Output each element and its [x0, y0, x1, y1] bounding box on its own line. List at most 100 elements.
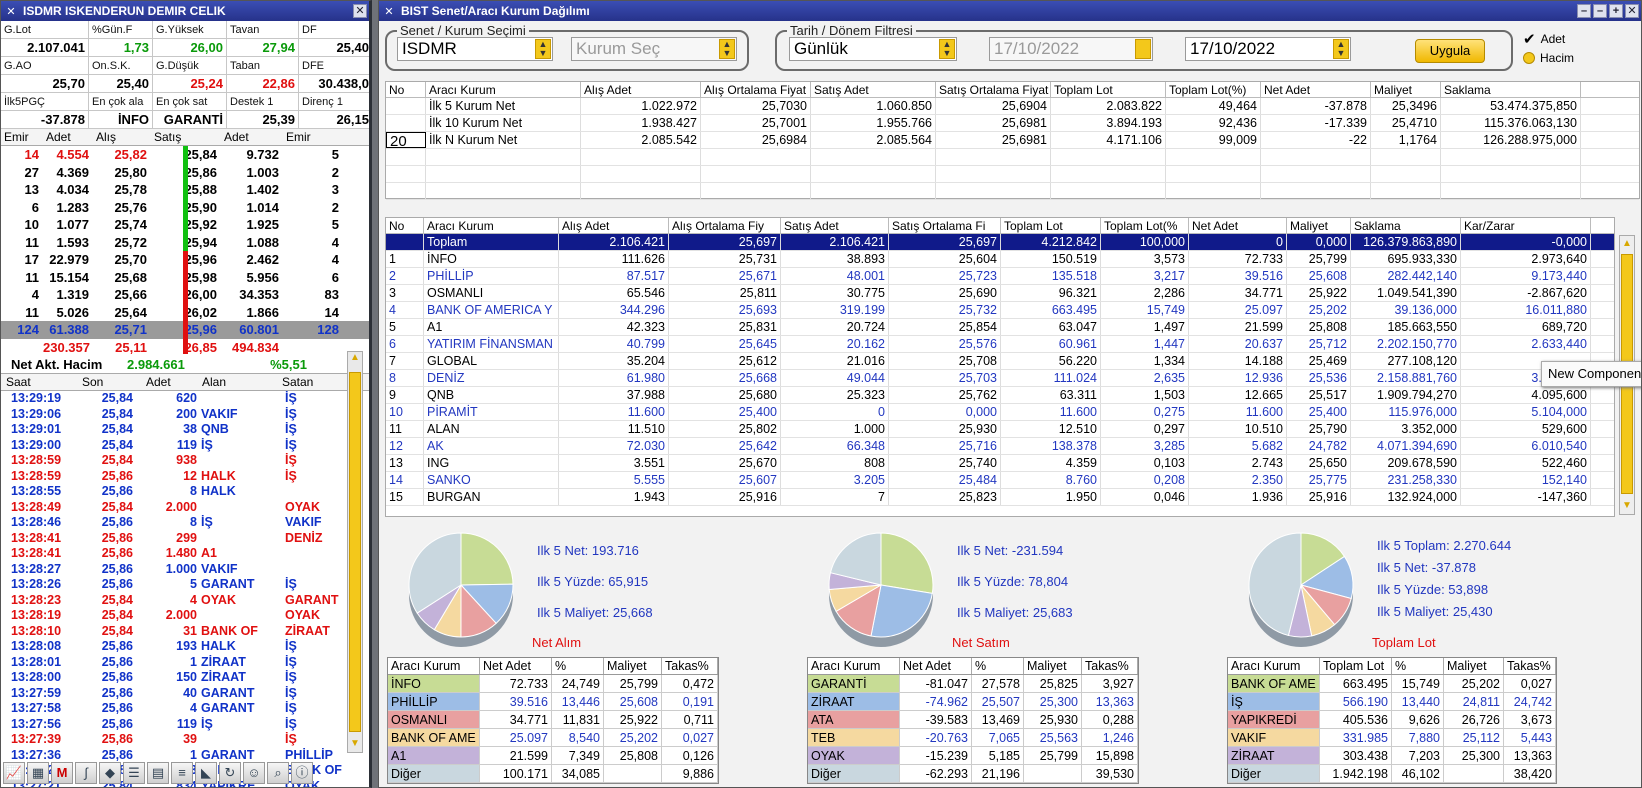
dropdown-icon[interactable]: ▲ ▼: [719, 39, 735, 59]
trade-row[interactable]: 13:28:55 25,86 8 HALK: [1, 484, 369, 500]
scroll-thumb[interactable]: [349, 372, 361, 732]
date-from-field[interactable]: 17/10/2022: [989, 37, 1153, 61]
summary-row[interactable]: A1 21.599 7,349 25,808 0,126: [388, 747, 718, 765]
trade-row[interactable]: 13:28:41 25,86 299 DENİZ: [1, 531, 369, 547]
trade-row[interactable]: 13:29:19 25,84 620 İŞ: [1, 391, 369, 407]
summary-row[interactable]: GARANTİ -81.047 27,578 25,825 3,927: [808, 675, 1138, 693]
trade-row[interactable]: 13:29:00 25,84 119 İŞ İŞ: [1, 438, 369, 454]
list-icon[interactable]: ≡: [171, 762, 193, 784]
order-book-row[interactable]: 17 22.979 25,70 25,96 2.462 4: [1, 251, 369, 269]
scroll-down-icon[interactable]: ▼: [1622, 500, 1632, 511]
trade-row[interactable]: 13:28:27 25,86 1.000 VAKIF: [1, 562, 369, 578]
restore-button[interactable]: –: [1593, 4, 1607, 18]
trade-row[interactable]: 13:28:59 25,84 938 İŞ: [1, 453, 369, 469]
info-icon[interactable]: ⓘ: [291, 762, 313, 784]
summary-row[interactable]: İNFO 72.733 24,749 25,799 0,472: [388, 675, 718, 693]
summary-row[interactable]: BANK OF AME 663.495 15,749 25,202 0,027: [1228, 675, 1556, 693]
broker-row[interactable]: 5 A1 42.323 25,831 20.724 25,854 63.047 1,497 21…: [386, 319, 1614, 336]
trade-row[interactable]: 13:29:01 25,84 38 QNB İŞ: [1, 422, 369, 438]
broker-combo[interactable]: Kurum Seç ▲ ▼: [571, 37, 737, 61]
trade-row[interactable]: 13:28:10 25,84 31 BANK OF ZİRAAT: [1, 624, 369, 640]
summary-row[interactable]: VAKIF 331.985 7,880 25,112 5,443: [1228, 729, 1556, 747]
users-icon[interactable]: ☺: [243, 762, 265, 784]
order-book-row[interactable]: 10 1.077 25,74 25,92 1.925 5: [1, 216, 369, 234]
trade-row[interactable]: 13:27:39 25,86 39 İŞ: [1, 732, 369, 748]
broker-total-row[interactable]: Toplam 2.106.421 25,697 2.106.421 25,697 4.21…: [386, 234, 1614, 251]
calendar-icon[interactable]: [1135, 39, 1151, 59]
date-to-field[interactable]: 17/10/2022 ▲ ▼: [1185, 37, 1351, 61]
summary-row[interactable]: İŞ 566.190 13,440 24,811 24,742: [1228, 693, 1556, 711]
trade-row[interactable]: 13:28:19 25,84 2.000 OYAK: [1, 608, 369, 624]
dropdown-icon[interactable]: ▲ ▼: [939, 39, 955, 59]
option-adet[interactable]: ✔ Adet: [1523, 30, 1565, 48]
broker-row[interactable]: 9 QNB 37.988 25,680 25.323 25,762 63.311 1,503 1…: [386, 387, 1614, 404]
order-book-row[interactable]: 27 4.369 25,80 25,86 1.003 2: [1, 164, 369, 182]
summary-row[interactable]: Diğer 1.942.198 46,102 38,420: [1228, 765, 1556, 783]
summary-row[interactable]: BANK OF AME 25.097 8,540 25,202 0,027: [388, 729, 718, 747]
summary-row[interactable]: Diğer 100.171 34,085 9,886: [388, 765, 718, 783]
period-combo[interactable]: Günlük ▲ ▼: [789, 37, 957, 61]
diamond-icon[interactable]: ◆: [99, 762, 121, 784]
trade-row[interactable]: 13:28:59 25,86 12 HALK İŞ: [1, 469, 369, 485]
order-book-row[interactable]: 11 5.026 25,64 26,02 1.866 14: [1, 304, 369, 322]
trades-scrollbar[interactable]: ▲ ▼: [347, 351, 363, 753]
calculator-icon[interactable]: ▤: [147, 762, 169, 784]
broker-row[interactable]: 7 GLOBAL 35.204 25,612 21.016 25,708 56.220 1,3…: [386, 353, 1614, 370]
formula-icon[interactable]: ∫: [75, 762, 97, 784]
order-book-row[interactable]: 11 1.593 25,72 25,94 1.088 4: [1, 234, 369, 252]
broker-row[interactable]: 10 PİRAMİT 11.600 25,400 0 0,000 11.600 0,275 11…: [386, 404, 1614, 421]
trade-row[interactable]: 13:28:46 25,86 8 İŞ VAKIF: [1, 515, 369, 531]
broker-row[interactable]: 4 BANK OF AMERICA Y 344.296 25,693 319.199 25…: [386, 302, 1614, 319]
matriks-icon[interactable]: M: [51, 762, 73, 784]
refresh-icon[interactable]: ↻: [219, 762, 241, 784]
summary-row[interactable]: ATA -39.583 13,469 25,930 0,288: [808, 711, 1138, 729]
close-button[interactable]: ✕: [353, 4, 367, 18]
broker-row[interactable]: 11 ALAN 11.510 25,802 1.000 25,930 12.510 0,297…: [386, 421, 1614, 438]
chart-icon[interactable]: 📈: [3, 762, 25, 784]
apply-button[interactable]: Uygula: [1415, 39, 1485, 63]
summary-row[interactable]: Diğer -62.293 21,196 39,530: [808, 765, 1138, 783]
trade-row[interactable]: 13:27:36 25,86 1 GARANT PHİLLİP: [1, 748, 369, 764]
dropdown-icon[interactable]: ▲ ▼: [535, 39, 551, 59]
trade-row[interactable]: 13:27:58 25,86 4 GARANT İŞ: [1, 701, 369, 717]
close-icon[interactable]: ✕: [384, 5, 394, 18]
order-book-row[interactable]: 4 1.319 25,66 26,00 34.353 83: [1, 286, 369, 304]
summary-row[interactable]: ZİRAAT -74.962 25,507 25,300 13,363: [808, 693, 1138, 711]
scroll-down-icon[interactable]: ▼: [350, 738, 360, 749]
analysis-icon[interactable]: ▦: [27, 762, 49, 784]
scroll-up-icon[interactable]: ▲: [1622, 238, 1632, 249]
trade-row[interactable]: 13:28:08 25,86 193 HALK İŞ: [1, 639, 369, 655]
close-button[interactable]: ✕: [1625, 4, 1639, 18]
top-brokers-row[interactable]: İlk 10 Kurum Net 1.938.427 25,7001 1.955.76…: [386, 115, 1639, 132]
symbol-combo[interactable]: ISDMR ▲ ▼: [397, 37, 553, 61]
summary-row[interactable]: OYAK -15.239 5,185 25,799 15,898: [808, 747, 1138, 765]
trade-row[interactable]: 13:28:00 25,86 150 ZİRAAT İŞ: [1, 670, 369, 686]
summary-row[interactable]: OSMANLI 34.771 11,831 25,922 0,711: [388, 711, 718, 729]
broker-row[interactable]: 3 OSMANLI 65.546 25,811 30.775 25,690 96.321 2,…: [386, 285, 1614, 302]
order-book-row[interactable]: 13 4.034 25,78 25,88 1.402 3: [1, 181, 369, 199]
trade-row[interactable]: 13:28:41 25,86 1.480 A1: [1, 546, 369, 562]
search-icon[interactable]: ⌕: [267, 762, 289, 784]
close-icon[interactable]: ✕: [6, 5, 16, 18]
summary-row[interactable]: PHİLLİP 39.516 13,446 25,608 0,191: [388, 693, 718, 711]
scroll-up-icon[interactable]: ▲: [350, 352, 360, 363]
trade-row[interactable]: 13:28:26 25,86 5 GARANT İŞ: [1, 577, 369, 593]
broker-row[interactable]: 2 PHİLLİP 87.517 25,671 48.001 25,723 135.518 3…: [386, 268, 1614, 285]
trade-row[interactable]: 13:28:49 25,84 2.000 OYAK: [1, 500, 369, 516]
maximize-button[interactable]: +: [1609, 4, 1623, 18]
trade-row[interactable]: 13:28:23 25,84 4 OYAK GARANT: [1, 593, 369, 609]
broker-row[interactable]: 14 SANKO 5.555 25,607 3.205 25,484 8.760 0,208 2…: [386, 472, 1614, 489]
option-hacim[interactable]: Hacim: [1523, 51, 1574, 65]
summary-row[interactable]: TEB -20.763 7,065 25,563 1,246: [808, 729, 1138, 747]
document-icon[interactable]: ☰: [123, 762, 145, 784]
trade-row[interactable]: 13:28:01 25,86 1 ZİRAAT İŞ: [1, 655, 369, 671]
summary-row[interactable]: ZİRAAT 303.438 7,203 25,300 13,363: [1228, 747, 1556, 765]
ruler-icon[interactable]: ◣: [195, 762, 217, 784]
summary-row[interactable]: YAPIKREDİ 405.536 9,626 26,726 3,673: [1228, 711, 1556, 729]
broker-row[interactable]: 15 BURGAN 1.943 25,916 7 25,823 1.950 0,046 1.93…: [386, 489, 1614, 506]
broker-row[interactable]: 1 İNFO 111.626 25,731 38.893 25,604 150.519 3,5…: [386, 251, 1614, 268]
trade-row[interactable]: 13:27:56 25,86 119 İŞ İŞ: [1, 717, 369, 733]
dropdown-icon[interactable]: ▲ ▼: [1333, 39, 1349, 59]
top-brokers-row[interactable]: İlk 5 Kurum Net 1.022.972 25,7030 1.060.850…: [386, 98, 1639, 115]
order-book-row[interactable]: 14 4.554 25,82 25,84 9.732 5: [1, 146, 369, 164]
